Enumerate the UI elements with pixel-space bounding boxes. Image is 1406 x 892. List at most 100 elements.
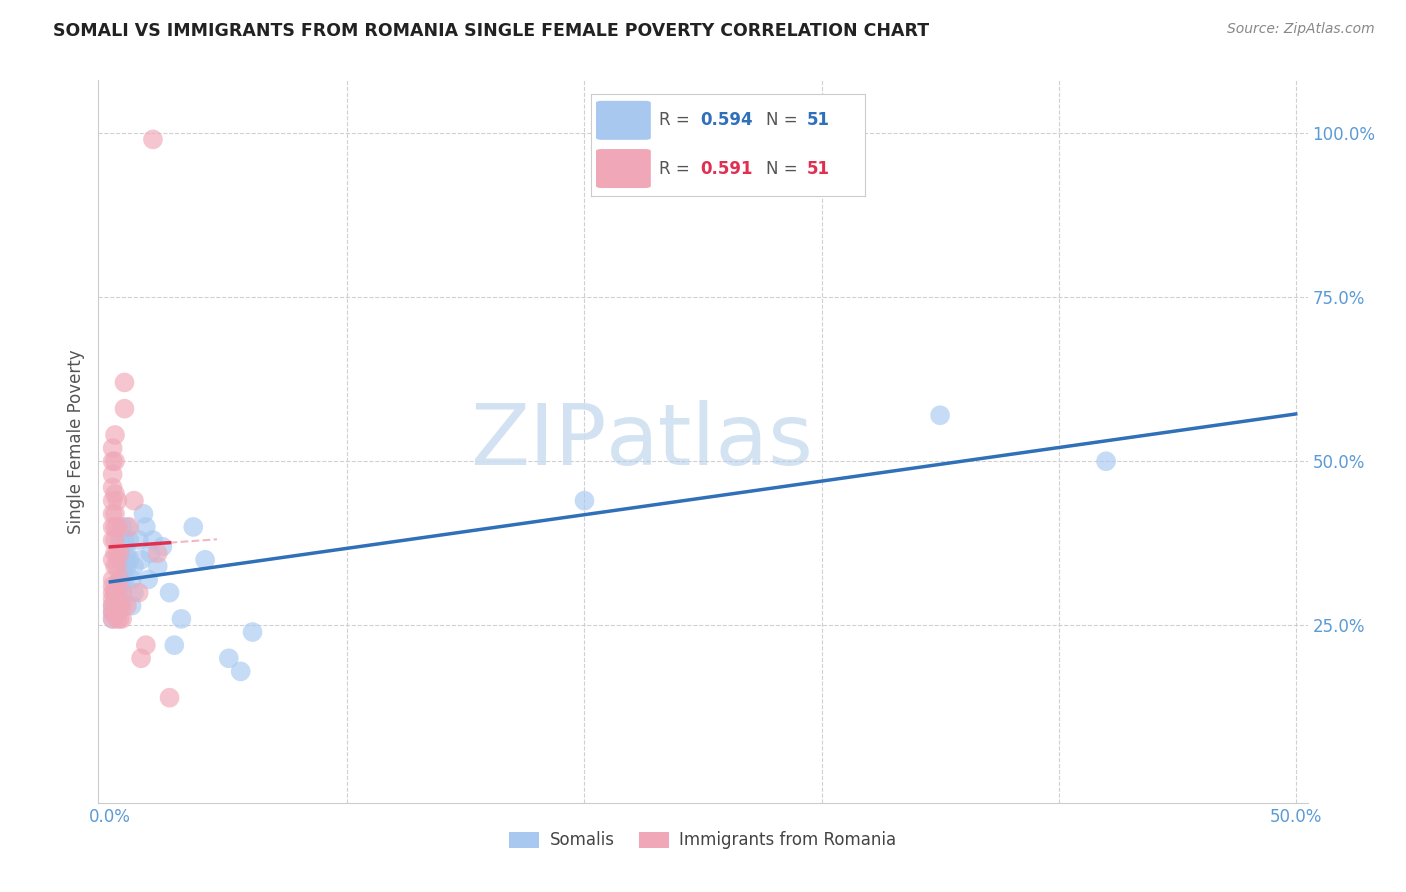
- Point: [108, 533, 131, 547]
- Point: [118, 553, 141, 567]
- Point: [111, 612, 134, 626]
- Text: atlas: atlas: [606, 400, 814, 483]
- Point: [104, 533, 127, 547]
- Text: N =: N =: [766, 160, 803, 178]
- Point: [101, 612, 124, 626]
- Point: [159, 585, 181, 599]
- Point: [105, 585, 128, 599]
- Point: [218, 651, 240, 665]
- Point: [104, 454, 127, 468]
- Point: [105, 599, 128, 613]
- Point: [101, 579, 124, 593]
- Point: [101, 605, 124, 619]
- Text: R =: R =: [659, 112, 695, 129]
- Point: [194, 553, 217, 567]
- Point: [136, 573, 159, 587]
- Point: [104, 585, 127, 599]
- Point: [108, 599, 131, 613]
- Point: [115, 546, 138, 560]
- Point: [101, 573, 124, 587]
- Point: [104, 605, 127, 619]
- Point: [104, 559, 127, 574]
- Point: [132, 507, 155, 521]
- Text: R =: R =: [659, 160, 695, 178]
- Point: [152, 540, 174, 554]
- Text: Source: ZipAtlas.com: Source: ZipAtlas.com: [1227, 22, 1375, 37]
- Point: [101, 553, 124, 567]
- Point: [115, 599, 138, 613]
- Point: [101, 520, 124, 534]
- Point: [135, 638, 157, 652]
- Point: [101, 599, 124, 613]
- Point: [121, 599, 143, 613]
- Y-axis label: Single Female Poverty: Single Female Poverty: [66, 350, 84, 533]
- Point: [111, 553, 134, 567]
- Point: [115, 520, 138, 534]
- Point: [114, 559, 136, 574]
- Point: [111, 585, 134, 599]
- Point: [139, 546, 162, 560]
- Point: [118, 533, 141, 547]
- Point: [105, 592, 128, 607]
- Point: [101, 605, 124, 619]
- Point: [101, 585, 124, 599]
- Point: [163, 638, 186, 652]
- Point: [229, 665, 252, 679]
- Point: [1095, 454, 1118, 468]
- Point: [122, 493, 145, 508]
- Point: [121, 573, 143, 587]
- Text: 0.594: 0.594: [700, 112, 752, 129]
- Point: [108, 546, 131, 560]
- Point: [574, 493, 596, 508]
- Point: [114, 533, 136, 547]
- Point: [101, 507, 124, 521]
- Point: [108, 599, 131, 613]
- Point: [122, 559, 145, 574]
- Point: [105, 493, 128, 508]
- Point: [122, 585, 145, 599]
- Point: [929, 409, 952, 423]
- Point: [108, 612, 131, 626]
- Point: [101, 533, 124, 547]
- Point: [104, 605, 127, 619]
- Point: [101, 493, 124, 508]
- Point: [170, 612, 193, 626]
- Point: [135, 520, 157, 534]
- Point: [104, 428, 127, 442]
- Point: [108, 573, 131, 587]
- Point: [111, 585, 134, 599]
- Point: [101, 481, 124, 495]
- Point: [105, 605, 128, 619]
- Point: [101, 612, 124, 626]
- Text: ZIP: ZIP: [470, 400, 606, 483]
- Point: [104, 520, 127, 534]
- Point: [111, 573, 134, 587]
- Text: 51: 51: [807, 160, 830, 178]
- Point: [108, 553, 131, 567]
- Point: [104, 599, 127, 613]
- Text: SOMALI VS IMMIGRANTS FROM ROMANIA SINGLE FEMALE POVERTY CORRELATION CHART: SOMALI VS IMMIGRANTS FROM ROMANIA SINGLE…: [53, 22, 929, 40]
- Text: 51: 51: [807, 112, 830, 129]
- FancyBboxPatch shape: [596, 149, 651, 188]
- Point: [105, 599, 128, 613]
- Point: [105, 520, 128, 534]
- Point: [114, 573, 136, 587]
- Point: [142, 533, 165, 547]
- Point: [101, 441, 124, 455]
- Point: [101, 599, 124, 613]
- Point: [114, 401, 136, 416]
- Point: [129, 553, 152, 567]
- Point: [104, 585, 127, 599]
- Point: [242, 625, 264, 640]
- Point: [159, 690, 181, 705]
- FancyBboxPatch shape: [596, 101, 651, 140]
- Point: [128, 585, 150, 599]
- Point: [101, 467, 124, 482]
- Legend: Somalis, Immigrants from Romania: Somalis, Immigrants from Romania: [503, 824, 903, 856]
- Point: [101, 592, 124, 607]
- Point: [104, 507, 127, 521]
- Point: [129, 651, 152, 665]
- Point: [104, 546, 127, 560]
- Point: [105, 559, 128, 574]
- Point: [146, 559, 169, 574]
